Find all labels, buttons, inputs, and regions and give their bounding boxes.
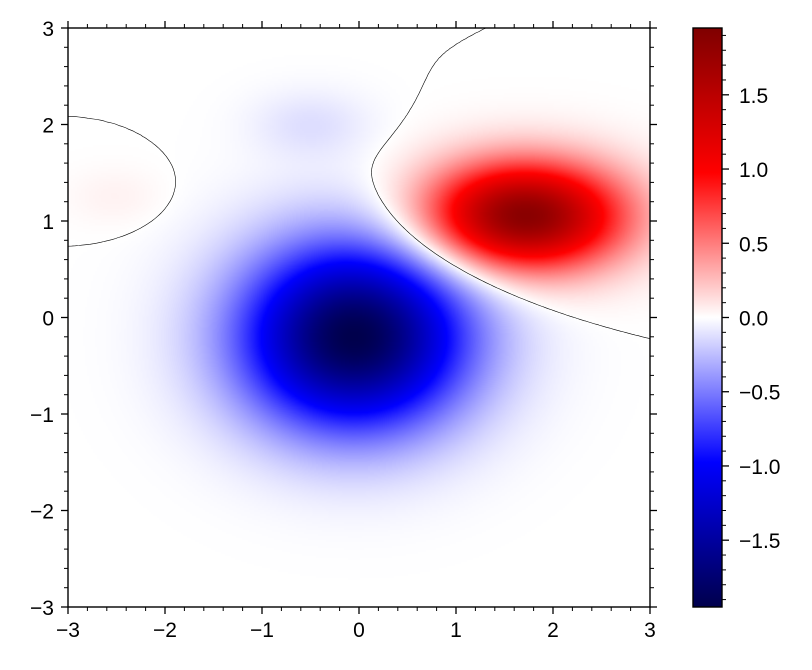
x-tick-label: 1 [450, 619, 462, 642]
y-tick-label: −3 [30, 597, 54, 620]
x-tick-label: −2 [153, 619, 177, 642]
plot-area [67, 27, 651, 608]
y-tick-label: 3 [42, 18, 54, 41]
colorbar-tick-label: 1.5 [739, 85, 768, 108]
colorbar: −1.5 −1.0 −0.5 0.0 0.5 1.0 1.5 [692, 27, 780, 608]
x-tick-label: −3 [56, 619, 80, 642]
x-tick-label: 2 [547, 619, 559, 642]
zero-contour [67, 27, 651, 339]
x-tick-label: 0 [353, 619, 365, 642]
colorbar-tick-label: −1.0 [739, 456, 780, 479]
colorbar-tick-label: 0.5 [739, 233, 768, 256]
contour-line [67, 27, 651, 339]
y-tick-label: −2 [30, 501, 54, 524]
heatmap-image [68, 28, 650, 607]
y-tick-label: 0 [42, 308, 54, 331]
colorbar-fill [693, 28, 722, 607]
x-tick-label: −1 [250, 619, 274, 642]
colorbar-tick-label: 1.0 [739, 159, 768, 182]
y-tick-label: 1 [42, 211, 54, 234]
x-tick-label: 3 [644, 619, 656, 642]
colorbar-ticks: −1.5 −1.0 −0.5 0.0 0.5 1.0 1.5 [722, 34, 780, 601]
y-tick-label: 2 [42, 115, 54, 138]
x-axis: −3 −2 −1 0 1 2 3 [56, 21, 656, 642]
colorbar-tick-label: 0.0 [739, 308, 768, 331]
y-axis: −3 −2 −1 0 1 2 3 [30, 18, 657, 620]
colorbar-tick-label: −0.5 [739, 382, 780, 405]
colorbar-tick-label: −1.5 [739, 530, 780, 553]
y-tick-label: −1 [30, 404, 54, 427]
